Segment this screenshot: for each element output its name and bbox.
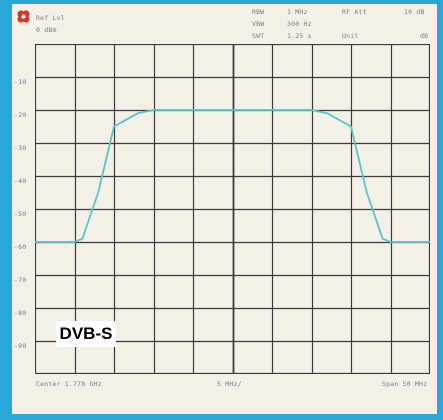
span-per-division: 5 MHz/ (217, 380, 242, 388)
marker-icon (17, 10, 30, 23)
y-tick-label: -60 (14, 243, 27, 251)
center-frequency: Center 1.778 GHz (36, 380, 102, 388)
y-tick-label: -30 (14, 144, 27, 152)
span-value: Span 50 MHz (382, 380, 428, 388)
rf-att-value: 10 dB (404, 8, 425, 16)
vbw-label: VBW (252, 20, 265, 28)
y-tick-label: -70 (14, 276, 27, 284)
unit-value: dB (420, 32, 429, 40)
dvb-s-label: DVB-S (56, 321, 116, 347)
y-tick-label: -80 (14, 309, 27, 317)
swt-label: SWT (252, 32, 265, 40)
rbw-value: 1 MHz (287, 8, 308, 16)
ref-level-value: 0 dBm (36, 26, 57, 34)
rbw-label: RBW (252, 8, 265, 16)
rf-att-label: RF Att (342, 8, 367, 16)
y-tick-label: -40 (14, 177, 27, 185)
ref-level-label: Ref Lvl (36, 14, 65, 22)
unit-label: Unit (342, 32, 359, 40)
y-tick-label: -50 (14, 210, 27, 218)
y-tick-label: -90 (14, 342, 27, 350)
y-tick-label: -20 (14, 111, 27, 119)
spectrum-plot (35, 44, 430, 374)
vbw-value: 300 Hz (287, 20, 312, 28)
y-tick-label: -10 (14, 78, 27, 86)
swt-value: 1.25 s (287, 32, 312, 40)
spectrum-trace (35, 109, 430, 243)
analyzer-screen: Ref Lvl 0 dBm RBW 1 MHz RF Att 10 dB VBW… (12, 4, 437, 414)
grid-lines (35, 44, 430, 374)
